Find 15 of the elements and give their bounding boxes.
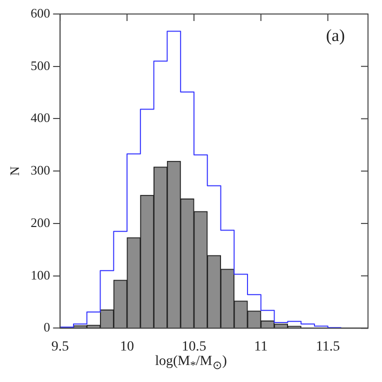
y-axis-title: N (7, 166, 22, 176)
annotation: (a) (326, 26, 345, 46)
x-tick-label: 11.5 (316, 339, 340, 354)
x-axis-title: log(M$_{*}$/M$_{⊙}$) (154, 354, 228, 372)
y-tick-label: 100 (30, 267, 50, 282)
x-tick-label: 10.5 (182, 339, 206, 354)
y-tick-label: 200 (30, 214, 50, 230)
y-tick-label: 400 (30, 110, 50, 126)
x-tick-label: 10 (120, 339, 134, 354)
y-tick-label: 0 (44, 320, 50, 335)
x-tick-label: 11 (254, 339, 268, 354)
y-tick-label: 300 (30, 162, 50, 178)
y-tick-label: 600 (30, 5, 50, 20)
y-tick-label: 500 (30, 58, 50, 73)
x-tick-label: 9.5 (51, 339, 69, 354)
